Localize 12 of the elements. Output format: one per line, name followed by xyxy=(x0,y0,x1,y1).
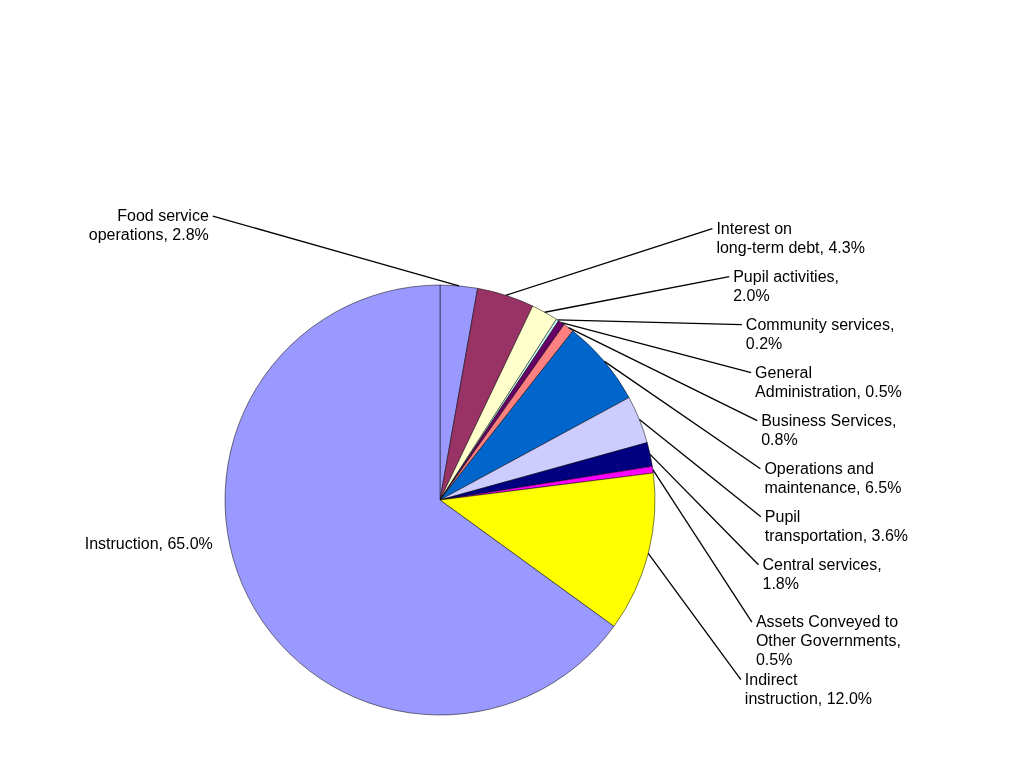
slice-label: Operations and maintenance, 6.5% xyxy=(764,459,902,496)
slice-label: Food service operations, 2.8% xyxy=(88,207,209,244)
slice-label: Pupil transportation, 3.6% xyxy=(764,507,909,544)
slice-label: Indirect instruction, 12.0% xyxy=(744,670,873,707)
slice-label: Central services, 1.8% xyxy=(762,555,882,592)
slice-label: Community services, 0.2% xyxy=(745,315,895,352)
slice-label: Pupil activities, 2.0% xyxy=(733,267,839,304)
slice-label: Assets Conveyed to Other Governments, 0.5% xyxy=(755,613,901,669)
slice-label: Business Services, 0.8% xyxy=(761,411,897,448)
slice-label: Instruction, 65.0% xyxy=(84,534,213,552)
slice-label: General Administration, 0.5% xyxy=(755,363,902,400)
slice-label: Interest on long-term debt, 4.3% xyxy=(716,219,865,256)
